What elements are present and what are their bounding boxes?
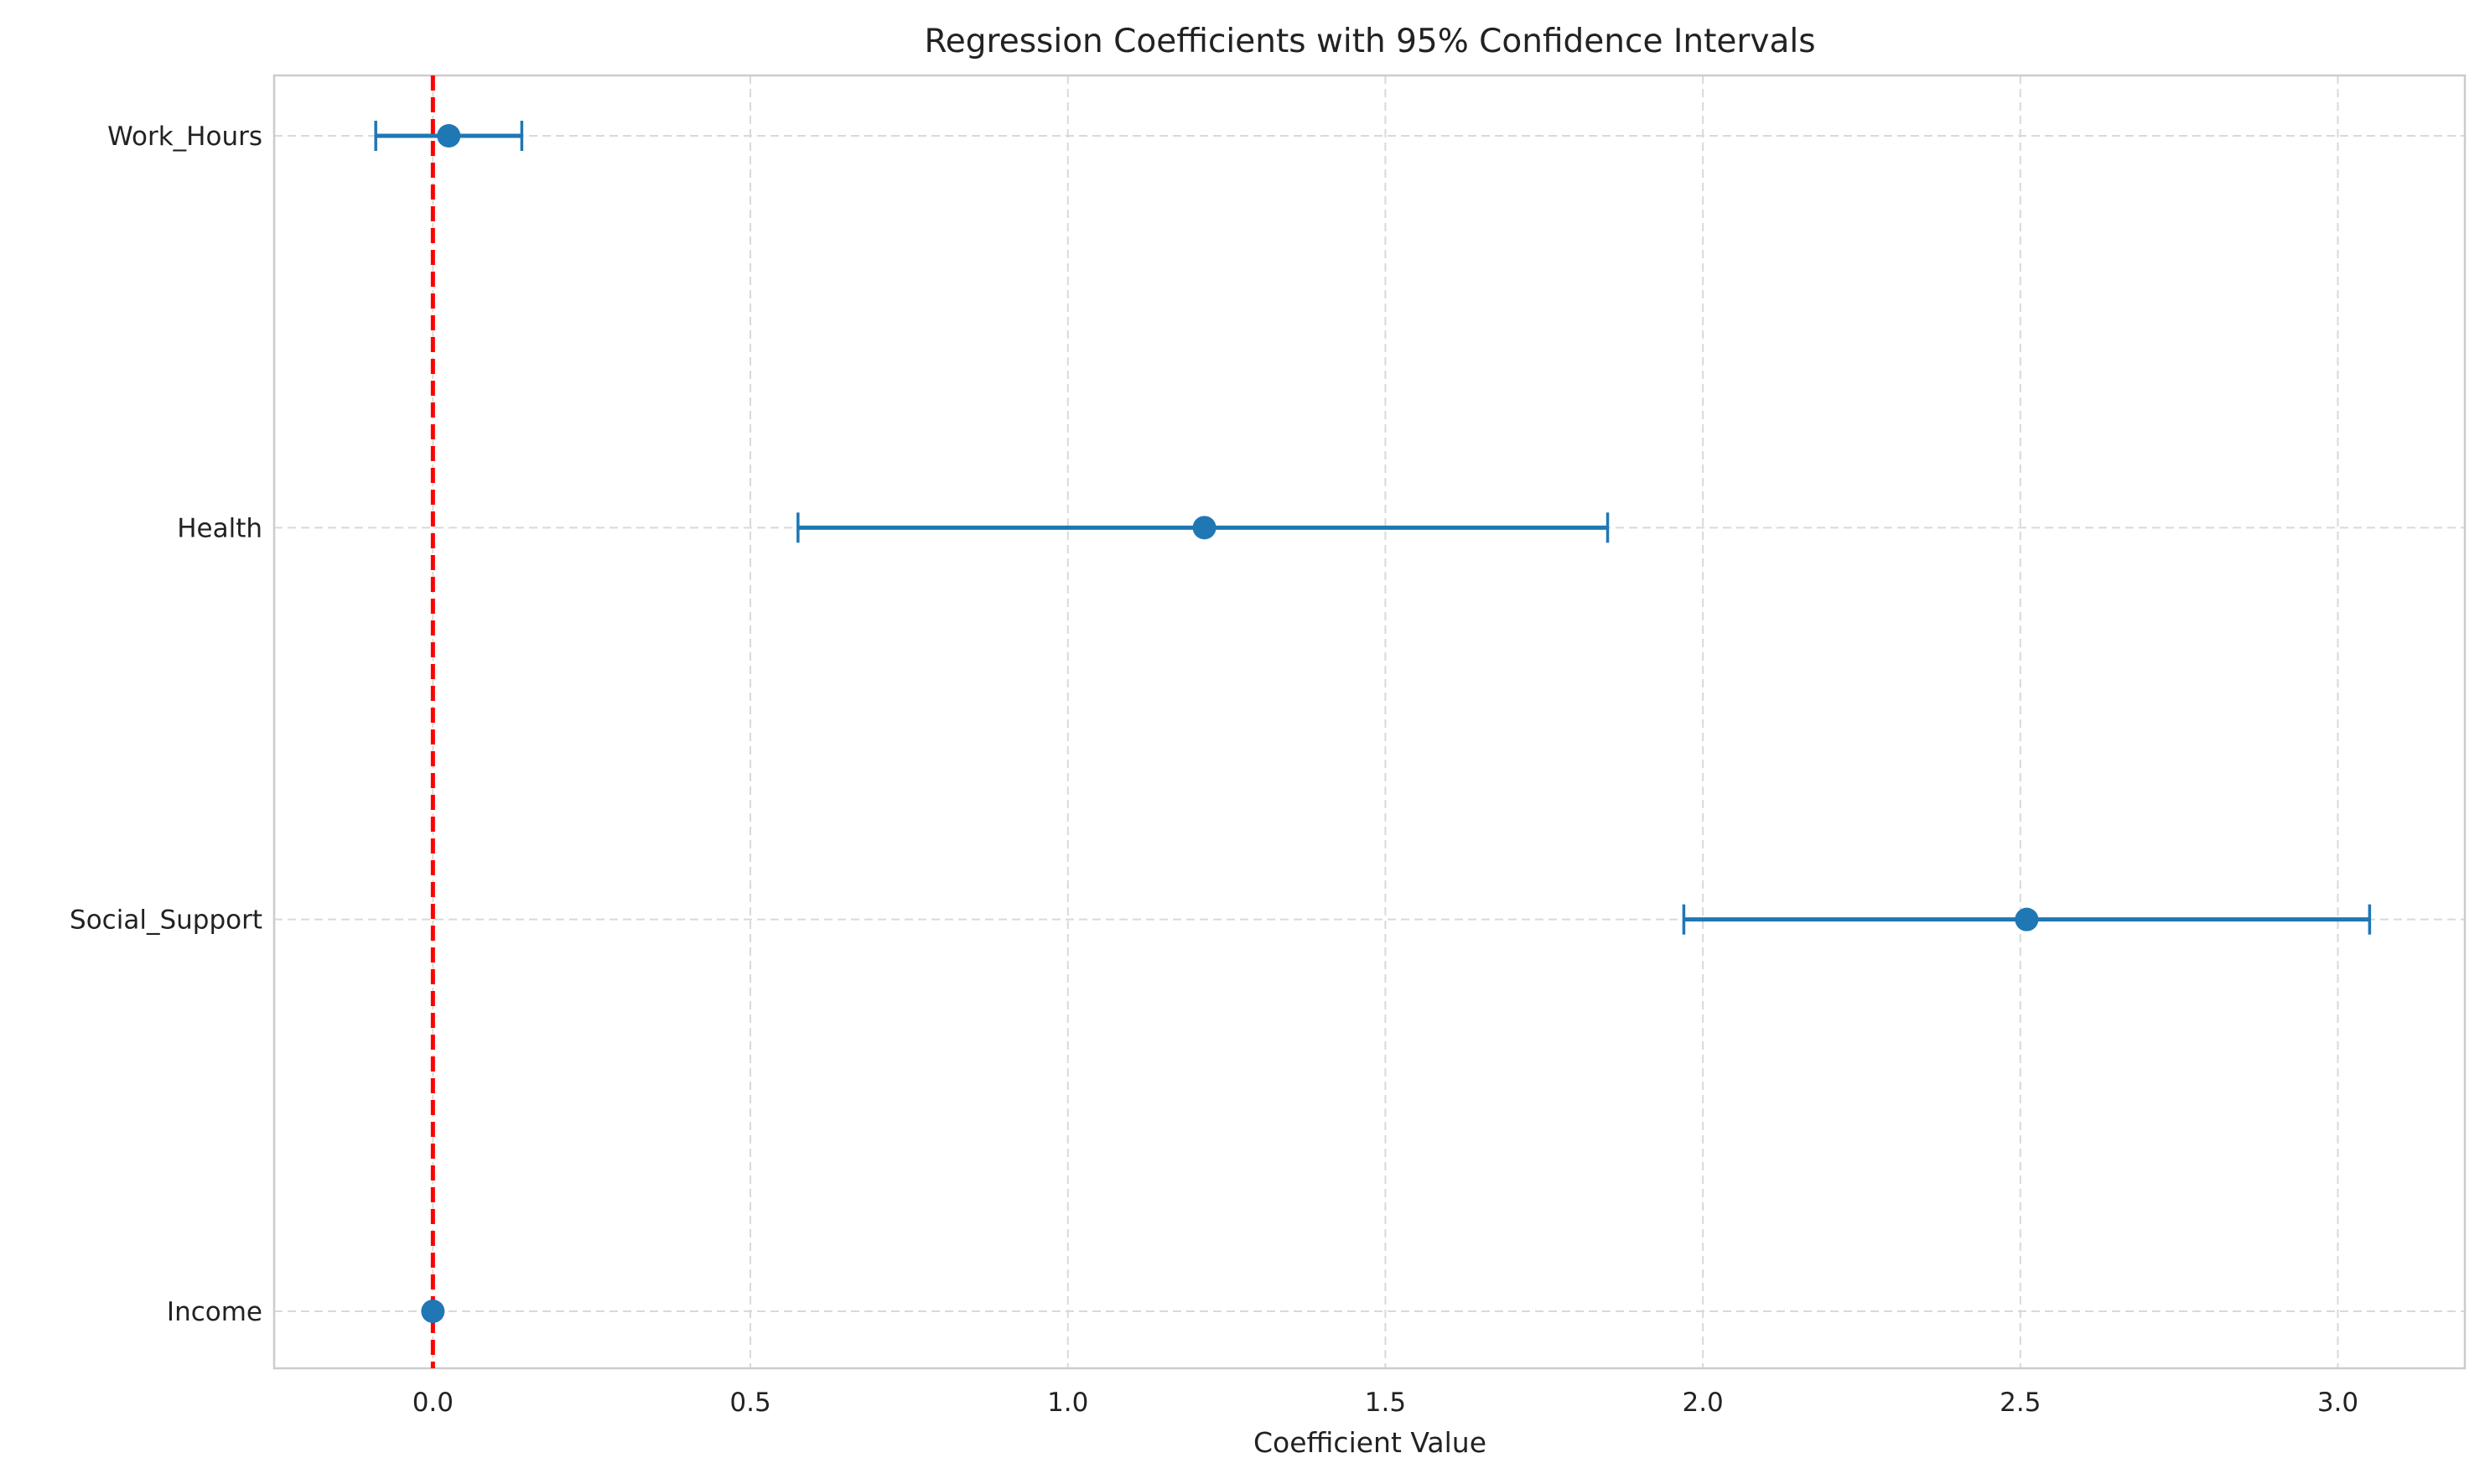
x-tick-label-1: 0.5	[729, 1388, 770, 1418]
error-bars	[374, 121, 2372, 1314]
coefficient-point-Social_Support	[2015, 907, 2039, 931]
x-tick-label-0: 0.0	[412, 1388, 454, 1418]
coefficient-point-Work_Hours	[437, 124, 461, 148]
y-tick-label-Work_Hours: Work_Hours	[107, 122, 262, 152]
coefficient-point-Income	[421, 1300, 445, 1323]
grid-lines	[274, 75, 2465, 1368]
coefficient-markers	[421, 124, 2039, 1323]
chart-title: Regression Coefficients with 95% Confide…	[924, 23, 1815, 60]
y-tick-label-Social_Support: Social_Support	[70, 905, 262, 936]
x-tick-label-2: 1.0	[1047, 1388, 1088, 1418]
plot-frame	[272, 74, 2467, 1370]
y-axis-ticks: Work_Hours Health Social_Support Income	[70, 122, 262, 1327]
x-axis-label: Coefficient Value	[1253, 1426, 1486, 1459]
y-tick-label-Income: Income	[167, 1297, 262, 1327]
x-axis-ticks: 0.0 0.5 1.0 1.5 2.0 2.5 3.0	[412, 1388, 2358, 1418]
x-tick-label-6: 3.0	[2317, 1388, 2358, 1418]
x-tick-label-3: 1.5	[1365, 1388, 1406, 1418]
y-tick-label-Health: Health	[177, 513, 262, 543]
x-tick-label-5: 2.5	[2000, 1388, 2041, 1418]
coefficient-point-Health	[1192, 516, 1216, 540]
x-tick-label-4: 2.0	[1682, 1388, 1723, 1418]
